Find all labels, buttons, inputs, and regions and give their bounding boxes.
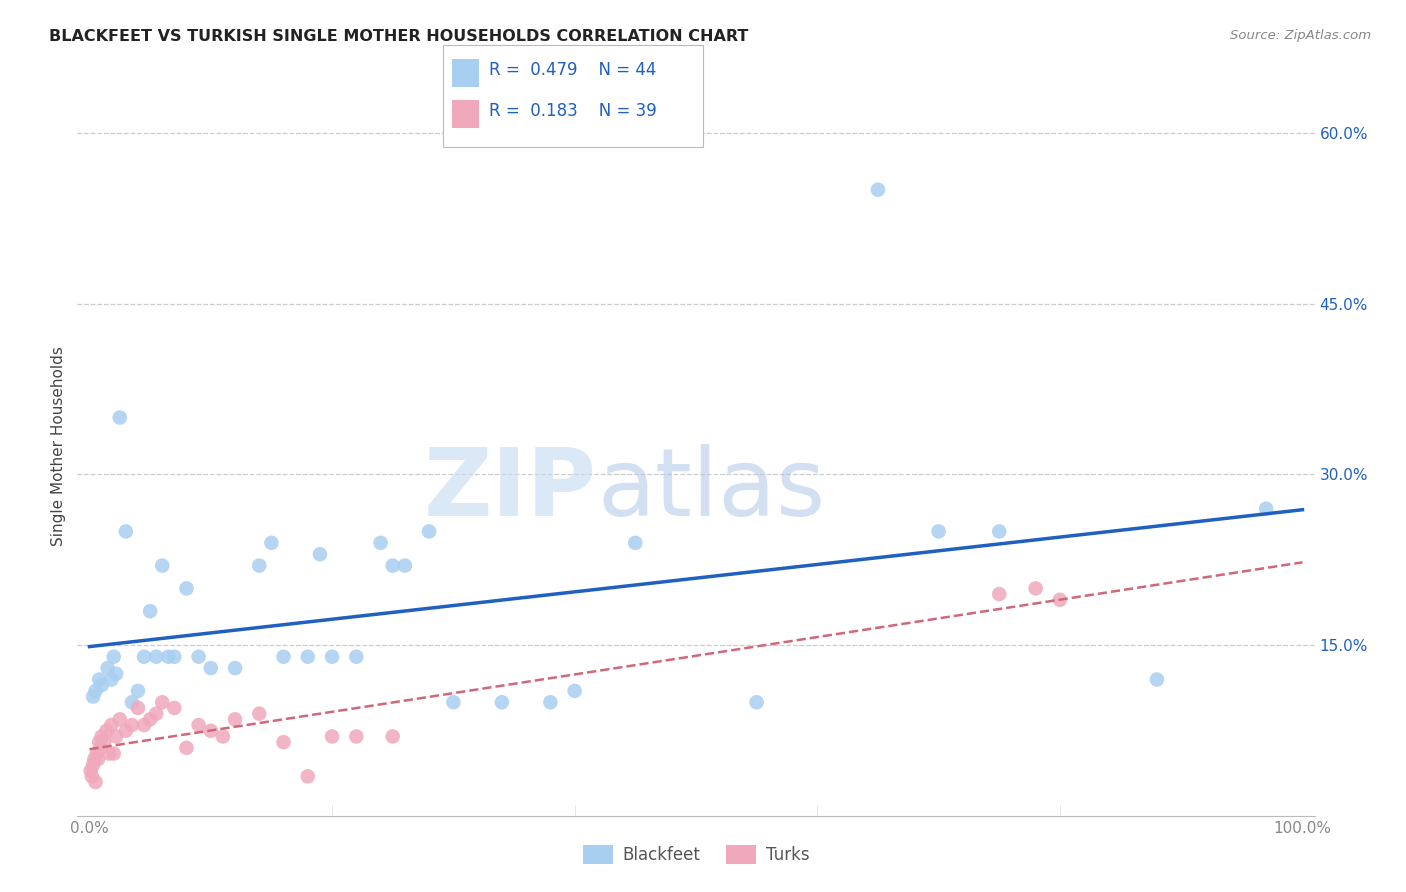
Point: [89, 735, 111, 749]
Point: [103, 747, 125, 761]
Text: R =  0.479    N = 44: R = 0.479 N = 44: [489, 61, 657, 78]
Point: [928, 524, 950, 539]
Point: [297, 649, 319, 664]
Point: [1025, 582, 1047, 596]
Point: [394, 558, 416, 573]
Point: [86, 747, 108, 761]
Point: [988, 524, 1011, 539]
Point: [1049, 592, 1071, 607]
Text: BLACKFEET VS TURKISH SINGLE MOTHER HOUSEHOLDS CORRELATION CHART: BLACKFEET VS TURKISH SINGLE MOTHER HOUSE…: [49, 29, 748, 44]
Point: [187, 718, 209, 732]
Point: [321, 649, 343, 664]
Point: [82, 690, 104, 704]
Point: [97, 747, 120, 761]
Point: [624, 536, 647, 550]
Text: atlas: atlas: [598, 444, 825, 536]
Point: [564, 684, 586, 698]
Point: [90, 678, 112, 692]
Point: [273, 649, 295, 664]
Point: [132, 649, 155, 664]
Point: [82, 758, 104, 772]
Point: [344, 649, 367, 664]
Point: [176, 582, 198, 596]
Point: [145, 706, 167, 721]
Point: [491, 695, 513, 709]
Point: [344, 730, 367, 744]
Point: [273, 735, 295, 749]
Text: R =  0.183    N = 39: R = 0.183 N = 39: [489, 102, 657, 120]
Point: [247, 558, 270, 573]
Legend: Blackfeet, Turks: Blackfeet, Turks: [576, 838, 815, 871]
Point: [441, 695, 464, 709]
Point: [100, 673, 122, 687]
Y-axis label: Single Mother Households: Single Mother Households: [51, 346, 66, 546]
Point: [866, 183, 889, 197]
Point: [538, 695, 561, 709]
Point: [224, 661, 246, 675]
Point: [87, 752, 110, 766]
Point: [89, 673, 111, 687]
Point: [83, 752, 105, 766]
Point: [224, 712, 246, 726]
Point: [121, 718, 143, 732]
Point: [418, 524, 440, 539]
Point: [309, 547, 332, 561]
Point: [163, 701, 186, 715]
Point: [145, 649, 167, 664]
Text: Source: ZipAtlas.com: Source: ZipAtlas.com: [1230, 29, 1371, 42]
Point: [103, 649, 125, 664]
Text: ZIP: ZIP: [425, 444, 598, 536]
Point: [260, 536, 283, 550]
Point: [139, 604, 162, 618]
Point: [247, 706, 270, 721]
Point: [105, 730, 128, 744]
Point: [115, 723, 138, 738]
Point: [132, 718, 155, 732]
Point: [80, 769, 103, 783]
Point: [100, 718, 122, 732]
Point: [370, 536, 392, 550]
Point: [176, 740, 198, 755]
Point: [108, 410, 131, 425]
Point: [745, 695, 768, 709]
Point: [115, 524, 138, 539]
Point: [139, 712, 162, 726]
Point: [127, 701, 149, 715]
Point: [150, 695, 173, 709]
Point: [187, 649, 209, 664]
Point: [84, 684, 107, 698]
Point: [108, 712, 131, 726]
Point: [79, 764, 101, 778]
Point: [321, 730, 343, 744]
Point: [84, 775, 107, 789]
Point: [212, 730, 235, 744]
Point: [988, 587, 1011, 601]
Point: [127, 684, 149, 698]
Point: [381, 558, 404, 573]
Point: [97, 661, 120, 675]
Point: [163, 649, 186, 664]
Point: [1146, 673, 1168, 687]
Point: [105, 666, 128, 681]
Point: [200, 723, 222, 738]
Point: [89, 740, 111, 755]
Point: [121, 695, 143, 709]
Point: [90, 730, 112, 744]
Point: [381, 730, 404, 744]
Point: [93, 735, 115, 749]
Point: [1254, 501, 1277, 516]
Point: [150, 558, 173, 573]
Point: [96, 723, 118, 738]
Point: [200, 661, 222, 675]
Point: [157, 649, 180, 664]
Point: [297, 769, 319, 783]
